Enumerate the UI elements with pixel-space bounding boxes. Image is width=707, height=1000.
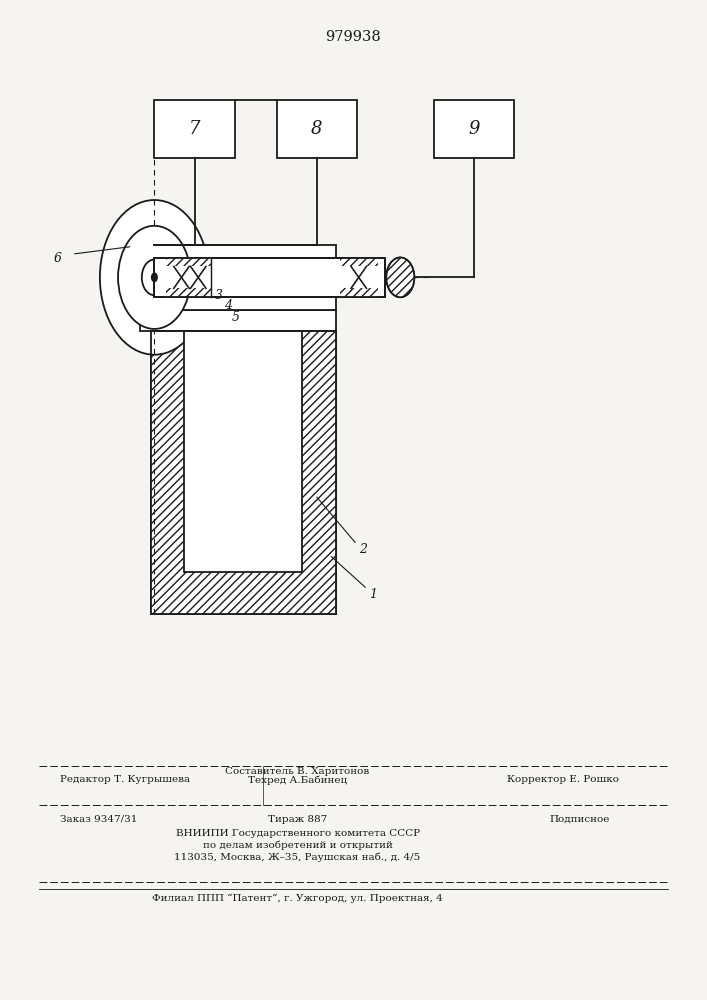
- Text: Тираж 887: Тираж 887: [268, 815, 327, 824]
- Text: 8: 8: [311, 120, 322, 138]
- Text: 2: 2: [359, 543, 367, 556]
- Text: 9: 9: [468, 120, 480, 138]
- Bar: [151, 572, 336, 614]
- Bar: [339, 288, 378, 297]
- Circle shape: [142, 260, 167, 295]
- Text: 979938: 979938: [326, 30, 381, 44]
- Bar: [339, 258, 378, 266]
- Text: ВНИИПИ Государственного комитета СССР: ВНИИПИ Государственного комитета СССР: [175, 829, 420, 838]
- Text: 3: 3: [214, 289, 223, 302]
- Text: Корректор Е. Рошко: Корректор Е. Рошко: [507, 775, 619, 784]
- Text: Редактор Т. Кугрышева: Редактор Т. Кугрышева: [60, 775, 190, 784]
- Bar: [154, 100, 235, 158]
- Circle shape: [100, 200, 209, 355]
- Text: 4: 4: [223, 299, 232, 312]
- Text: 1: 1: [370, 588, 378, 601]
- Bar: [154, 258, 385, 297]
- Circle shape: [386, 258, 414, 297]
- Text: 5: 5: [232, 311, 240, 324]
- Bar: [165, 258, 211, 266]
- Bar: [151, 331, 336, 614]
- Bar: [165, 288, 211, 297]
- Text: Филиал ППП “Патент”, г. Ужгород, ул. Проектная, 4: Филиал ППП “Патент”, г. Ужгород, ул. Про…: [152, 894, 443, 903]
- Bar: [434, 100, 514, 158]
- Text: по делам изобретений и открытий: по делам изобретений и открытий: [203, 840, 392, 850]
- Text: 6: 6: [54, 252, 62, 265]
- Text: Техред А.Бабинец: Техред А.Бабинец: [248, 776, 347, 785]
- Text: 113035, Москва, Ж–35, Раушская наб., д. 4/5: 113035, Москва, Ж–35, Раушская наб., д. …: [175, 852, 421, 862]
- Bar: [151, 331, 336, 614]
- Text: 7: 7: [189, 120, 200, 138]
- Circle shape: [386, 258, 414, 297]
- Circle shape: [151, 272, 158, 282]
- Text: Заказ 9347/31: Заказ 9347/31: [60, 815, 137, 824]
- Bar: [141, 310, 336, 331]
- Bar: [151, 331, 185, 614]
- Text: Подписное: Подписное: [549, 815, 609, 824]
- Bar: [185, 331, 303, 572]
- Bar: [276, 100, 357, 158]
- Bar: [141, 245, 336, 310]
- Bar: [303, 331, 336, 614]
- Text: Составитель В. Харитонов: Составитель В. Харитонов: [226, 767, 370, 776]
- Circle shape: [118, 226, 191, 329]
- Bar: [154, 258, 385, 297]
